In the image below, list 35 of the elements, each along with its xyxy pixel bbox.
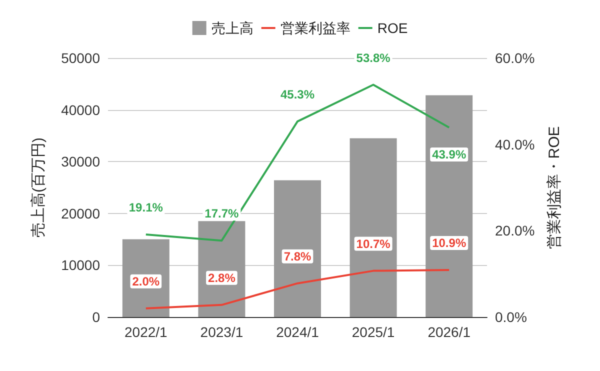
data-label: 10.7% — [356, 236, 391, 251]
y-tick-label: 20000 — [61, 205, 100, 222]
y-tick-label: 10000 — [61, 257, 100, 274]
legend-label: 売上高 — [211, 20, 254, 36]
y2-axis-title: 営業利益率・ROE — [546, 126, 563, 249]
y-tick-label: 40000 — [61, 102, 100, 118]
data-label: 17.7% — [204, 206, 240, 221]
data-label: 2.0% — [132, 274, 160, 288]
data-label: 2.8% — [208, 270, 236, 285]
y2-tick-label: 40.0% — [495, 136, 535, 152]
data-label: 19.1% — [128, 200, 164, 215]
y2-tick-label: 60.0% — [495, 50, 535, 66]
y-axis-title: 売上高(百万円) — [30, 138, 47, 238]
bar — [274, 180, 321, 317]
y2-tick-label: 0.0% — [495, 309, 527, 325]
bar — [426, 95, 473, 317]
data-label: 43.9% — [432, 148, 466, 162]
x-tick-label: 2025/1 — [352, 324, 395, 340]
x-tick-label: 2026/1 — [428, 324, 471, 340]
y2-tick-label: 20.0% — [495, 222, 535, 239]
y-tick-label: 0 — [92, 309, 100, 325]
y-tick-label: 50000 — [61, 50, 100, 66]
bar — [350, 138, 397, 317]
bar — [198, 221, 246, 317]
data-label: 10.9% — [432, 236, 466, 250]
data-label: 7.8% — [284, 249, 312, 264]
x-tick-label: 2024/1 — [276, 324, 320, 340]
y-tick-label: 30000 — [61, 154, 100, 170]
data-label: 53.8% — [356, 50, 391, 65]
bar — [122, 239, 170, 317]
data-label: 45.3% — [280, 87, 315, 102]
legend-label: 営業利益率 — [280, 20, 350, 36]
x-tick-label: 2023/1 — [200, 324, 244, 340]
legend-label: ROE — [377, 20, 408, 36]
x-tick-label: 2022/1 — [124, 324, 168, 340]
